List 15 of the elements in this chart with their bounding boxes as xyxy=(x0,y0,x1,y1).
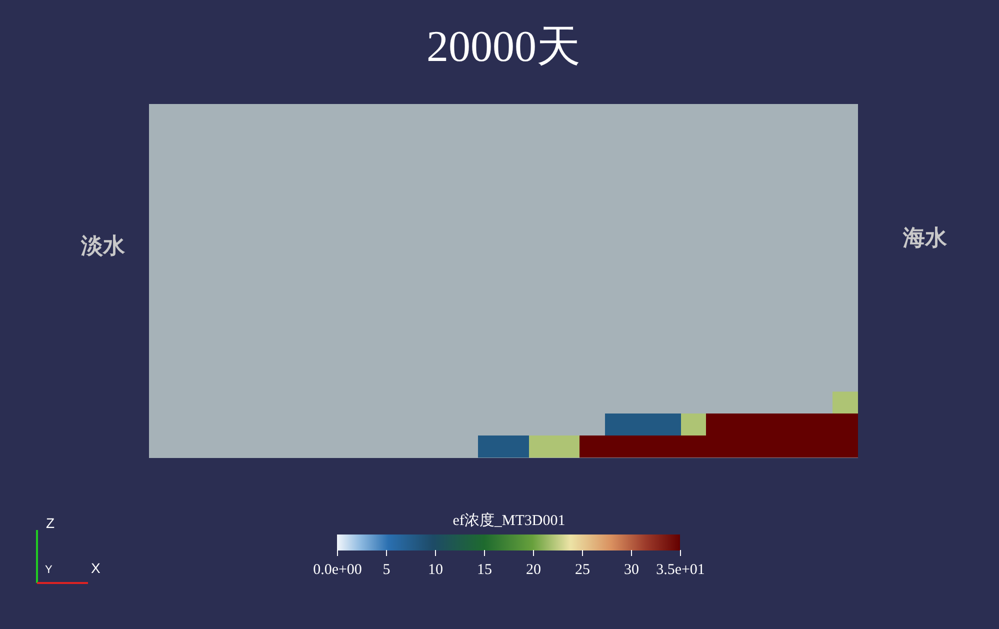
text: Z xyxy=(46,515,55,531)
color-bar-label: 10 xyxy=(428,562,443,578)
color-bar-label: 5 xyxy=(382,562,390,578)
chart-title: 20000天 xyxy=(426,22,580,71)
color-bar-label: 25 xyxy=(575,562,590,578)
color-bar-label: 20 xyxy=(526,562,541,578)
color-bar-label: 0.0e+00 xyxy=(313,562,362,578)
color-bar-title: ef浓度_MT3D001 xyxy=(452,512,566,529)
color-bar-label: 30 xyxy=(624,562,639,578)
text: X xyxy=(91,560,101,576)
color-bar-label: 15 xyxy=(477,562,492,578)
text: 淡水 xyxy=(80,233,126,258)
text: Y xyxy=(45,564,53,576)
color-bar-label: 3.5e+01 xyxy=(656,562,705,578)
text: 海水 xyxy=(902,225,948,250)
